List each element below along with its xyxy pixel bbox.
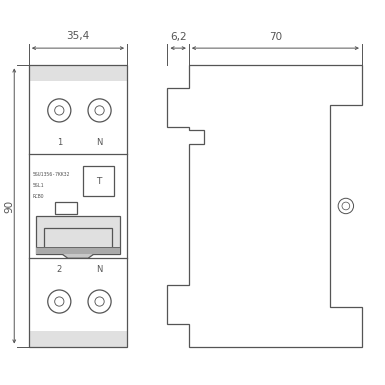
Bar (44, 228, 112, 251)
Text: 70: 70 (269, 32, 282, 42)
Text: 1: 1 (57, 138, 62, 147)
Text: N: N (96, 138, 103, 147)
Bar (29, 65, 127, 346)
Text: 5SU1356-7KK32: 5SU1356-7KK32 (33, 172, 70, 177)
Circle shape (338, 198, 353, 214)
Bar (83, 166, 114, 196)
Text: 2: 2 (57, 265, 62, 274)
Circle shape (95, 106, 104, 115)
Bar (36, 216, 120, 254)
Text: 90: 90 (5, 199, 15, 213)
Bar (29, 331, 127, 347)
Text: 35,4: 35,4 (66, 31, 90, 41)
Circle shape (342, 202, 350, 210)
Bar (29, 65, 127, 81)
Text: 6,2: 6,2 (170, 32, 186, 42)
Circle shape (48, 99, 71, 122)
Text: T: T (96, 176, 101, 186)
Circle shape (55, 297, 64, 306)
Circle shape (48, 290, 71, 313)
Circle shape (88, 99, 111, 122)
Bar (36, 247, 120, 254)
Polygon shape (58, 251, 98, 258)
Text: RCBO: RCBO (33, 194, 44, 199)
Circle shape (88, 290, 111, 313)
Circle shape (95, 297, 104, 306)
Bar (55, 202, 77, 214)
Polygon shape (167, 65, 362, 346)
Text: N: N (96, 265, 103, 274)
Circle shape (55, 106, 64, 115)
Text: 5SL1: 5SL1 (33, 183, 44, 188)
